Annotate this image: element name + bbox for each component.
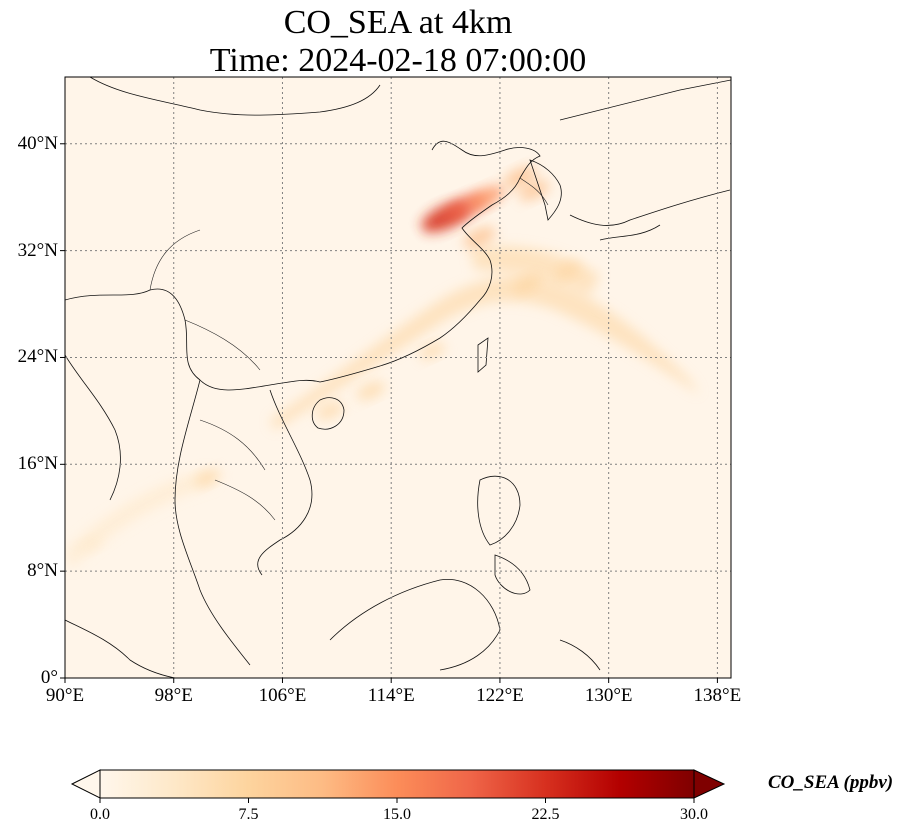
- axis-ticks: [60, 143, 718, 683]
- map-frame: [64, 76, 732, 679]
- colorbar-tick-label: 30.0: [680, 806, 708, 823]
- pollution-plumes: [81, 166, 582, 552]
- colorbar-extend-min: [70, 769, 101, 799]
- plume-blob: [512, 274, 542, 294]
- colorbar-gradient: [99, 769, 695, 799]
- lon-tick-label: 138°E: [693, 685, 742, 706]
- lon-tick-label: 130°E: [584, 685, 633, 706]
- plume-blob: [194, 469, 221, 487]
- map-title: CO_SEA at 4km Time: 2024-02-18 07:00:00: [65, 4, 731, 80]
- plume-blob: [554, 261, 582, 280]
- lat-tick-label: 40°N: [17, 132, 58, 154]
- lon-tick-label: 114°E: [367, 685, 415, 706]
- lat-tick-label: 32°N: [17, 239, 58, 261]
- plume-blob: [418, 342, 445, 360]
- lon-tick-label: 106°E: [258, 685, 307, 706]
- lat-tick-label: 16°N: [17, 453, 58, 475]
- lon-tick-label: 90°E: [45, 685, 85, 706]
- colorbar: [70, 769, 726, 803]
- plume-blob: [316, 402, 344, 420]
- coastlines: [65, 77, 731, 678]
- plume-blob: [356, 381, 386, 401]
- lat-tick-label: 8°N: [27, 560, 58, 582]
- plume-blob: [468, 185, 505, 209]
- colorbar-tick-label: 0.0: [90, 806, 110, 823]
- colorbar-tickmarks: [99, 798, 695, 803]
- country-borders: [149, 177, 549, 521]
- lat-tick-label: 0°: [40, 667, 58, 688]
- plume-blob: [81, 537, 104, 552]
- title-line-2: Time: 2024-02-18 07:00:00: [209, 42, 587, 79]
- plume-blob: [518, 180, 550, 201]
- lon-tick-label: 98°E: [154, 685, 193, 706]
- pollution-haze: [65, 246, 700, 570]
- colorbar-extend-max: [693, 769, 726, 799]
- map-background: [65, 77, 731, 678]
- colorbar-label: CO_SEA (ppbv): [768, 772, 894, 793]
- lat-tick-label: 24°N: [17, 346, 58, 368]
- lon-tick-label: 122°E: [476, 685, 524, 706]
- colorbar-tick-label: 7.5: [238, 806, 259, 823]
- plume-blob: [463, 227, 496, 248]
- title-line-1: CO_SEA at 4km: [283, 4, 513, 41]
- colorbar-tick-label: 22.5: [531, 806, 560, 823]
- gridlines: [65, 77, 731, 678]
- colorbar-tick-label: 15.0: [383, 806, 411, 823]
